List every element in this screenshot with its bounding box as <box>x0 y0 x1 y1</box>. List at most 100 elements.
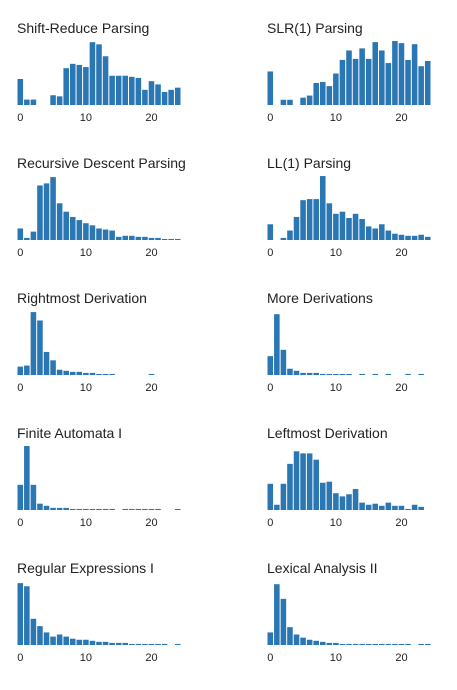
bar <box>63 636 69 645</box>
bar <box>287 230 293 240</box>
bar <box>365 504 372 510</box>
bar <box>30 99 37 105</box>
bar <box>109 642 115 645</box>
bar <box>293 634 300 645</box>
bar <box>287 368 293 375</box>
x-tick-label: 0 <box>17 652 23 664</box>
bar <box>346 50 352 105</box>
bar <box>359 373 365 375</box>
bar <box>155 643 161 645</box>
bar <box>293 370 300 375</box>
bar <box>56 507 63 510</box>
bar <box>102 56 109 105</box>
x-tick-label: 10 <box>80 382 92 394</box>
x-tick-label: 20 <box>145 247 157 259</box>
bar <box>56 96 63 105</box>
bar <box>398 505 405 510</box>
bar <box>142 89 148 105</box>
bar <box>96 641 102 645</box>
bar <box>168 238 174 240</box>
panel-title: Lexical Analysis II <box>267 560 378 576</box>
x-tick-label: 10 <box>330 247 342 259</box>
x-tick-label: 0 <box>17 247 23 259</box>
bar <box>148 81 155 105</box>
bar <box>43 183 50 240</box>
panel-title: Leftmost Derivation <box>267 425 388 441</box>
bar <box>319 373 326 375</box>
bar <box>76 508 83 510</box>
bar <box>122 235 129 240</box>
bar <box>63 370 69 375</box>
bar <box>267 483 274 510</box>
bar <box>379 50 385 105</box>
bar <box>405 59 411 105</box>
histogram-leftmost-derivation: 0 10 20 <box>267 451 424 529</box>
bar <box>50 177 56 240</box>
bar <box>352 58 359 105</box>
bar <box>89 508 96 510</box>
bar <box>168 89 174 105</box>
bar <box>300 372 306 375</box>
bar <box>96 373 102 375</box>
panel-title: Rightmost Derivation <box>17 290 147 306</box>
panel-title: Regular Expressions I <box>17 560 154 576</box>
x-tick-label: 0 <box>267 382 273 394</box>
bar <box>142 508 148 510</box>
bar <box>398 234 405 240</box>
bar <box>280 237 287 240</box>
bar <box>418 506 424 510</box>
bar <box>379 224 385 240</box>
bar <box>148 373 155 375</box>
panel-finite-automata-i: Finite Automata I 0 10 20 <box>17 425 237 555</box>
bar <box>339 211 346 240</box>
bar <box>155 237 161 240</box>
histogram-slr-1-parsing: 0 10 20 <box>267 41 431 124</box>
x-tick-label: 0 <box>17 517 23 529</box>
bar <box>392 505 398 510</box>
bar <box>129 508 135 510</box>
bar <box>69 638 76 645</box>
bar <box>102 229 109 240</box>
bar <box>24 365 30 375</box>
bar <box>274 584 280 645</box>
bar <box>43 351 50 375</box>
bar <box>30 618 37 645</box>
bar <box>405 373 411 375</box>
bar <box>89 225 96 240</box>
bar <box>83 67 89 105</box>
bar <box>109 230 115 240</box>
x-tick-label: 0 <box>17 112 23 124</box>
bar <box>155 84 161 105</box>
bar <box>267 632 274 645</box>
bar <box>129 76 135 105</box>
bar <box>17 484 24 510</box>
x-tick-label: 10 <box>330 517 342 529</box>
bar <box>155 508 161 510</box>
histogram-lexical-analysis-ii: 0 10 20 <box>267 584 431 664</box>
bar <box>346 494 352 510</box>
bar <box>76 220 83 240</box>
bar <box>313 459 319 510</box>
bar <box>313 640 319 645</box>
bar <box>280 598 287 645</box>
bar <box>30 231 37 240</box>
bar <box>411 504 418 510</box>
bar <box>24 237 30 240</box>
bar <box>372 228 379 240</box>
bar <box>17 366 24 375</box>
bar <box>102 508 109 510</box>
bar <box>102 641 109 645</box>
bar <box>300 200 306 240</box>
x-tick-label: 10 <box>330 112 342 124</box>
bar <box>319 641 326 645</box>
bar <box>135 643 142 645</box>
bar <box>424 643 431 645</box>
bar <box>56 369 63 375</box>
bar <box>148 508 155 510</box>
x-tick-label: 0 <box>267 112 273 124</box>
bar <box>274 314 280 375</box>
bar <box>306 95 313 105</box>
bar <box>83 372 89 375</box>
bar <box>37 626 43 645</box>
bar <box>392 233 398 240</box>
